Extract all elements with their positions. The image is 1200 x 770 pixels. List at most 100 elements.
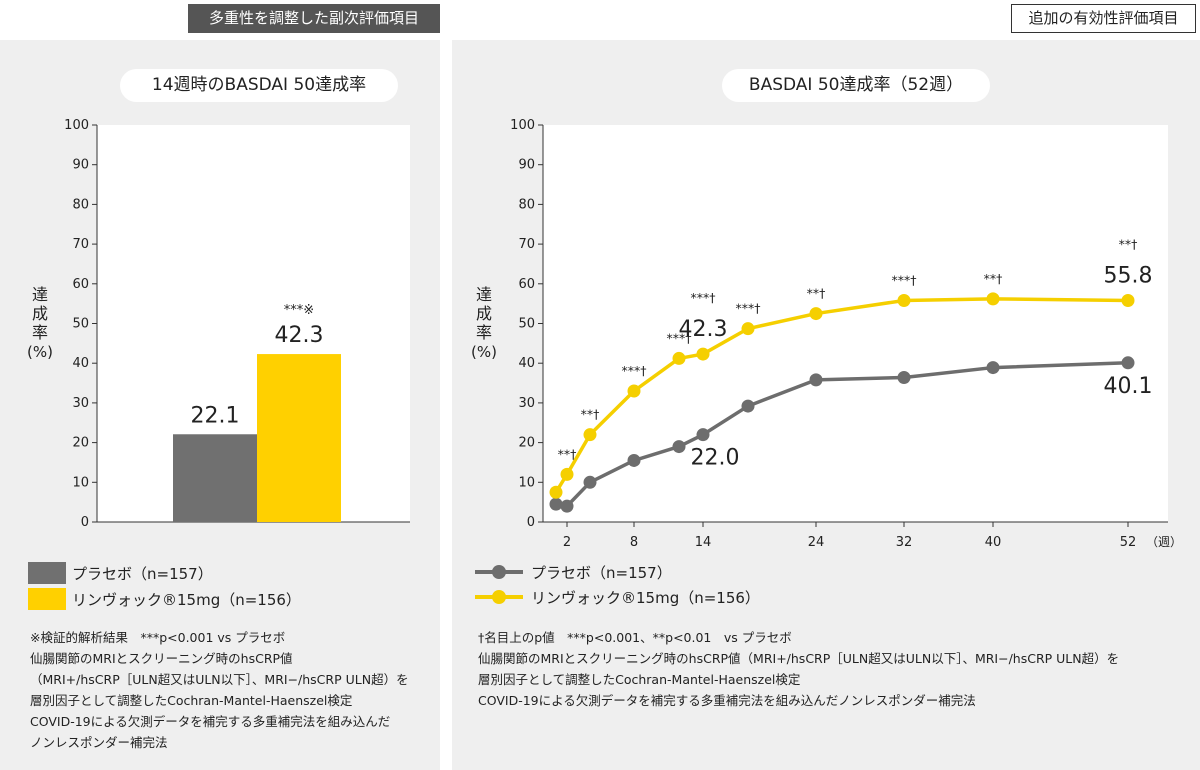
line-value-label: 55.8 (1104, 263, 1153, 288)
bar-y-tick-label: 30 (72, 396, 89, 411)
left-note-line: （MRI+/hsCRP［ULN超又はULN以下］、MRI−/hsCRP ULN超… (30, 672, 409, 687)
significance-label: ***† (691, 290, 716, 305)
significance-label: ***† (736, 301, 761, 316)
drug-point (627, 384, 641, 398)
line-value-label: 42.3 (679, 317, 728, 342)
right-note-line: †名目上のp値 ***p<0.001、**p<0.01 vs プラセボ (478, 630, 792, 645)
bar-y-axis-label: 率 (32, 323, 48, 342)
line-y-tick-label: 60 (518, 277, 535, 292)
line-value-label: 40.1 (1104, 374, 1153, 399)
left-note-line: 層別因子として調整したCochran-Mantel-Haenszel検定 (30, 693, 353, 708)
line-x-tick-label: 24 (808, 535, 825, 550)
line-y-tick-label: 50 (518, 317, 535, 332)
line-y-tick-label: 40 (518, 356, 535, 371)
bar-y-tick-label: 70 (72, 237, 89, 252)
line-y-tick-label: 80 (518, 197, 535, 212)
legend-placebo-label: プラセボ（n=157） (72, 565, 213, 583)
drug-point (549, 485, 563, 499)
significance-label: **† (807, 286, 826, 301)
right-footnotes: †名目上のp値 ***p<0.001、**p<0.01 vs プラセボ 仙腸関節… (478, 627, 1119, 711)
line-y-axis-label: 成 (476, 304, 492, 323)
placebo-point (741, 399, 755, 413)
placebo-point (627, 453, 641, 467)
significance-label: ***† (892, 272, 917, 287)
line-value-label: 22.0 (691, 446, 740, 471)
line-x-tick-label: 14 (695, 535, 712, 550)
line-x-tick-label: 32 (896, 535, 913, 550)
significance-label: **† (1119, 236, 1138, 251)
right-note-line: 仙腸関節のMRIとスクリーニング時のhsCRP値（MRI+/hsCRP［ULN超… (478, 651, 1120, 666)
placebo-point (560, 499, 574, 513)
placebo-point (696, 428, 710, 442)
bar-y-axis-label: 達 (32, 285, 48, 304)
left-note-line: COVID-19による欠測データを補完する多重補完法を組み込んだ (30, 714, 391, 729)
left-note-line: ※検証的解析結果 ***p<0.001 vs プラセボ (30, 630, 286, 645)
line-y-tick-label: 10 (518, 475, 535, 490)
significance-label: **† (581, 407, 600, 422)
drug-point (560, 467, 574, 481)
placebo-point (986, 361, 1000, 375)
placebo-point (672, 440, 686, 454)
line-y-axis-label: 率 (476, 323, 492, 342)
line-y-tick-label: 70 (518, 237, 535, 252)
placebo-point (809, 373, 823, 387)
placebo-point (897, 370, 911, 384)
line-y-tick-label: 100 (510, 118, 535, 133)
line-y-axis-label: (%) (471, 343, 497, 361)
drug-point (897, 293, 911, 307)
line-y-tick-label: 20 (518, 436, 535, 451)
line-y-tick-label: 0 (527, 515, 535, 530)
line-x-tick-label: 40 (985, 535, 1002, 550)
significance-label: ***† (622, 363, 647, 378)
placebo-point (1121, 356, 1135, 370)
left-footnotes: ※検証的解析結果 ***p<0.001 vs プラセボ 仙腸関節のMRIとスクリ… (30, 627, 409, 753)
bar-y-tick-label: 60 (72, 277, 89, 292)
bar-significance-label: ***※ (284, 303, 314, 318)
line-legend-placebo-label: プラセボ（n=157） (531, 564, 672, 582)
bar-y-axis-label: (%) (27, 343, 53, 361)
line-x-tick-label: 8 (630, 535, 638, 550)
bar-y-tick-label: 100 (64, 118, 89, 133)
line-x-tick-label: 2 (563, 535, 571, 550)
line-x-axis-unit: （週） (1146, 535, 1182, 549)
drug-point (696, 347, 710, 361)
right-note-line: 層別因子として調整したCochran-Mantel-Haenszel検定 (478, 672, 801, 687)
line-y-tick-label: 90 (518, 158, 535, 173)
bar-y-tick-label: 0 (81, 515, 89, 530)
bar-y-tick-label: 80 (72, 197, 89, 212)
drug-point (809, 307, 823, 321)
drug-point (672, 351, 686, 365)
bar-chart-title: 14週時のBASDAI 50達成率 (120, 69, 398, 102)
line-chart-title: BASDAI 50達成率（52週） (722, 69, 990, 102)
significance-label: **† (984, 271, 1003, 286)
bar-y-tick-label: 20 (72, 436, 89, 451)
additional-endpoint-tag: 追加の有効性評価項目 (1011, 4, 1196, 33)
line-y-axis-label: 達 (476, 285, 492, 304)
left-note-line: 仙腸関節のMRIとスクリーニング時のhsCRP値 (30, 651, 293, 666)
significance-label: **† (558, 446, 577, 461)
drug-point (583, 428, 597, 442)
line-legend-placebo-marker (492, 565, 506, 579)
placebo-point (583, 475, 597, 489)
legend-drug-swatch (28, 588, 66, 610)
line-legend-drug-marker (492, 590, 506, 604)
line-x-tick-label: 52 (1120, 535, 1137, 550)
placebo-bar (173, 434, 257, 522)
drug-point (1121, 293, 1135, 307)
bar-y-tick-label: 10 (72, 475, 89, 490)
legend-drug-label: リンヴォック®15mg（n=156） (72, 591, 301, 609)
bar-y-tick-label: 90 (72, 158, 89, 173)
bar-y-tick-label: 50 (72, 317, 89, 332)
drug-bar (257, 354, 341, 522)
line-y-tick-label: 30 (518, 396, 535, 411)
bar-value-label: 42.3 (275, 323, 324, 348)
secondary-endpoint-tag: 多重性を調整した副次評価項目 (188, 4, 440, 33)
legend-placebo-swatch (28, 562, 66, 584)
significance-label: ***† (667, 330, 692, 345)
right-note-line: COVID-19による欠測データを補完する多重補完法を組み込んだノンレスポンダー… (478, 693, 976, 708)
drug-point (741, 322, 755, 336)
placebo-point (549, 497, 563, 511)
bar-y-axis-label: 成 (32, 304, 48, 323)
drug-point (986, 292, 1000, 306)
